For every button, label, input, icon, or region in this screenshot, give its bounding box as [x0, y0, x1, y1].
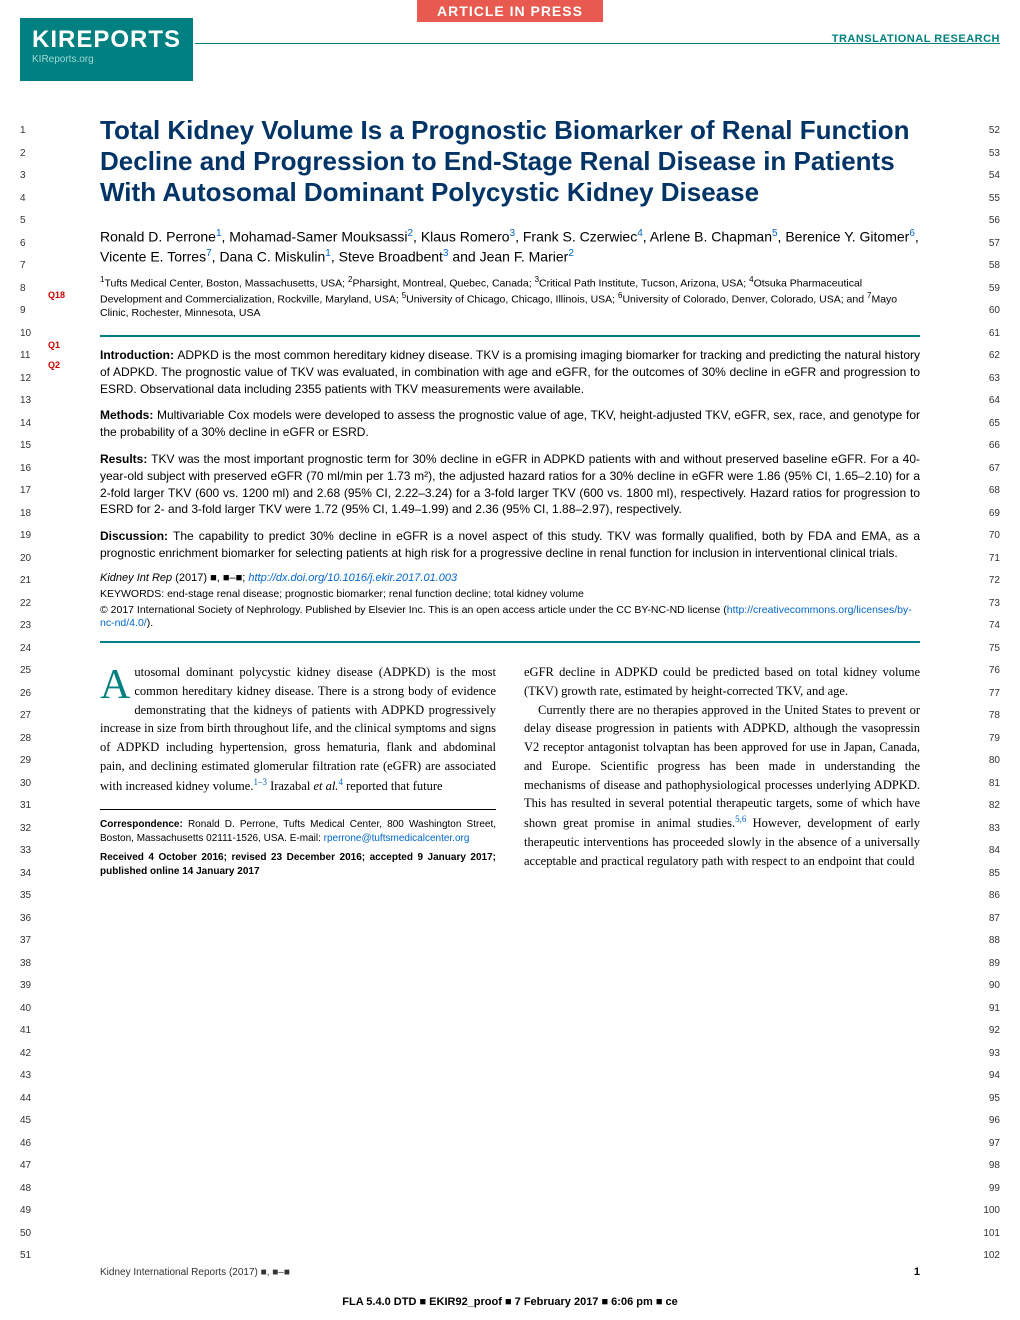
affiliation: Pharsight, Montreal, Quebec, Canada;	[352, 278, 534, 290]
author: Jean F. Marier	[480, 248, 569, 264]
footer-production-meta: FLA 5.4.0 DTD ■ EKIR92_proof ■ 7 Februar…	[342, 1296, 678, 1308]
affil-ref: 2	[407, 228, 413, 239]
author: Frank S. Czerwiec	[523, 228, 637, 244]
affil-ref: 4	[637, 228, 643, 239]
line-numbers-right: 5253545556575859606162636465666768697071…	[983, 120, 1000, 1268]
divider	[100, 641, 920, 643]
author: Arlene B. Chapman	[650, 228, 772, 244]
author: Steve Broadbent	[339, 248, 443, 264]
author: Dana C. Miskulin	[219, 248, 325, 264]
body-columns: Autosomal dominant polycystic kidney dis…	[100, 663, 920, 878]
correspondence-box: Correspondence: Ronald D. Perrone, Tufts…	[100, 809, 496, 878]
article-title: Total Kidney Volume Is a Prognostic Biom…	[100, 115, 920, 209]
body-text-run: utosomal dominant polycystic kidney dise…	[100, 665, 496, 793]
footer-journal-ref: Kidney International Reports (2017) ■, ■…	[100, 1267, 290, 1278]
query-marker-q2: Q2	[48, 360, 60, 370]
query-marker-q18: Q18	[48, 290, 65, 300]
affil-ref: 5	[772, 228, 778, 239]
author-and: and	[448, 248, 479, 264]
citation-year: (2017)	[172, 572, 210, 584]
keywords-label: KEYWORDS:	[100, 588, 167, 600]
abstract-label: Results:	[100, 452, 151, 466]
body-paragraph: Currently there are no therapies approve…	[524, 701, 920, 871]
citation-ref: 5,6	[735, 814, 746, 824]
license-close: ).	[147, 617, 153, 629]
affil-ref: 6	[909, 228, 915, 239]
affiliation: University of Chicago, Chicago, Illinois…	[406, 294, 618, 306]
line-numbers-left: 1234567891011121314151617181920212223242…	[20, 120, 31, 1268]
abstract-results: Results: TKV was the most important prog…	[100, 451, 920, 518]
abstract-label: Methods:	[100, 408, 157, 422]
abstract-text: TKV was the most important prognostic te…	[100, 452, 920, 516]
author: Vicente E. Torres	[100, 248, 206, 264]
author-list: Ronald D. Perrone1, Mohamad-Samer Mouksa…	[100, 227, 920, 268]
affiliation: Critical Path Institute, Tucson, Arizona…	[539, 278, 749, 290]
copyright-text: © 2017 International Society of Nephrolo…	[100, 604, 727, 616]
query-marker-q1: Q1	[48, 340, 60, 350]
keywords: KEYWORDS: end-stage renal disease; progn…	[100, 588, 920, 600]
divider	[100, 335, 920, 337]
citation: Kidney Int Rep (2017) ■, ■–■; http://dx.…	[100, 572, 920, 584]
affiliation: University of Colorado, Denver, Colorado…	[622, 294, 867, 306]
abstract-text: Multivariable Cox models were developed …	[100, 408, 920, 439]
citation-ref: 1–3	[253, 777, 267, 787]
journal-header: KIREPORTS KIReports.org TRANSLATIONAL RE…	[20, 18, 1000, 68]
abstract-label: Introduction:	[100, 348, 177, 362]
author: Ronald D. Perrone	[100, 228, 216, 244]
doi-link[interactable]: http://dx.doi.org/10.1016/j.ekir.2017.01…	[248, 572, 457, 584]
citation-pages: ■, ■–■;	[210, 572, 248, 584]
affil-ref: 3	[510, 228, 516, 239]
affil-ref: 7	[206, 248, 212, 259]
citation-journal: Kidney Int Rep	[100, 572, 172, 584]
body-text-run: Currently there are no therapies approve…	[524, 703, 920, 831]
abstract-text: The capability to predict 30% decline in…	[100, 529, 920, 560]
author: Berenice Y. Gitomer	[785, 228, 909, 244]
correspondence-email[interactable]: rperrone@tuftsmedicalcenter.org	[324, 833, 470, 844]
body-text-italic: et al.	[313, 779, 338, 793]
article-content: Total Kidney Volume Is a Prognostic Biom…	[100, 115, 920, 878]
abstract-text: ADPKD is the most common hereditary kidn…	[100, 348, 920, 396]
author: Klaus Romero	[421, 228, 510, 244]
body-text-run: reported that future	[343, 779, 443, 793]
logo-title: KIREPORTS	[32, 26, 181, 54]
logo-url: KIReports.org	[32, 54, 181, 65]
affiliations: 1Tufts Medical Center, Boston, Massachus…	[100, 275, 920, 321]
dropcap: A	[100, 663, 134, 705]
correspondence-label: Correspondence:	[100, 819, 188, 830]
author: Mohamad-Samer Mouksassi	[229, 228, 407, 244]
abstract-label: Discussion:	[100, 529, 173, 543]
keywords-text: end-stage renal disease; prognostic biom…	[167, 588, 584, 600]
abstract-methods: Methods: Multivariable Cox models were d…	[100, 407, 920, 441]
article-section: TRANSLATIONAL RESEARCH	[832, 33, 1000, 45]
body-text-run: Irazabal	[267, 779, 314, 793]
abstract-discussion: Discussion: The capability to predict 30…	[100, 528, 920, 562]
license: © 2017 International Society of Nephrolo…	[100, 604, 920, 631]
abstract-intro: Introduction: ADPKD is the most common h…	[100, 347, 920, 397]
affil-ref: 1	[216, 228, 222, 239]
body-paragraph: Autosomal dominant polycystic kidney dis…	[100, 663, 496, 795]
footer-page-number: 1	[914, 1266, 920, 1278]
received-dates: Received 4 October 2016; revised 23 Dece…	[100, 852, 496, 877]
affiliation: Tufts Medical Center, Boston, Massachuse…	[104, 278, 348, 290]
journal-logo: KIREPORTS KIReports.org	[20, 18, 193, 81]
affil-ref: 2	[568, 248, 574, 259]
body-paragraph: eGFR decline in ADPKD could be predicted…	[524, 663, 920, 701]
affil-ref: 1	[325, 248, 331, 259]
